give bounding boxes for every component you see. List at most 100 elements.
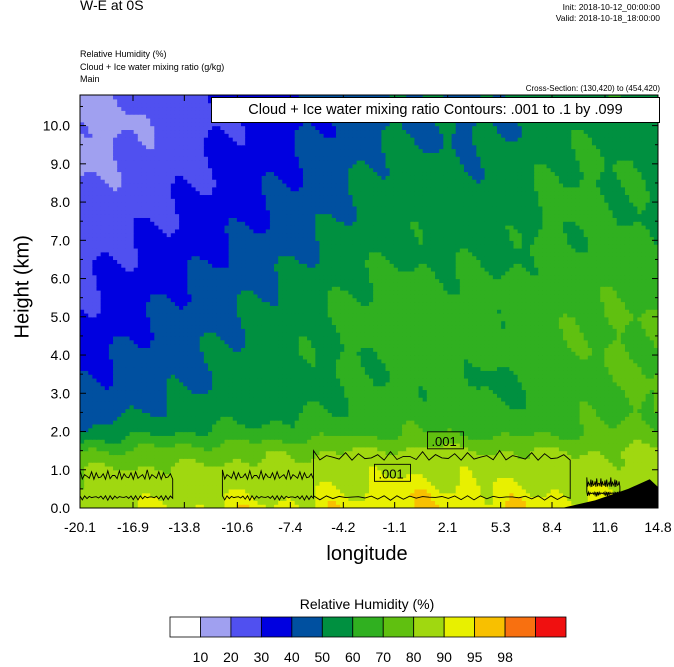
rh-cell xyxy=(385,404,391,410)
rh-cell xyxy=(249,462,254,467)
rh-cell xyxy=(327,504,333,508)
rh-cell xyxy=(191,504,197,508)
rh-cell xyxy=(596,423,601,429)
rh-cell xyxy=(496,404,502,410)
rh-cell xyxy=(583,462,589,467)
rh-cell xyxy=(207,412,213,417)
rh-cell xyxy=(104,400,110,406)
rh-cell xyxy=(426,427,432,433)
rh-cell xyxy=(162,492,168,498)
rh-cell xyxy=(348,485,354,490)
rh-cell xyxy=(212,381,217,387)
rh-cell xyxy=(133,431,139,436)
rh-cell xyxy=(199,462,205,467)
rh-cell xyxy=(166,431,172,436)
rh-cell xyxy=(488,385,494,391)
rh-cell xyxy=(579,454,585,459)
rh-cell xyxy=(377,385,382,391)
rh-cell xyxy=(307,500,312,505)
rh-cell xyxy=(575,492,581,498)
rh-cell xyxy=(406,423,411,429)
rh-cell xyxy=(224,496,230,501)
rh-cell xyxy=(637,469,643,475)
rh-cell xyxy=(203,393,209,398)
rh-cell xyxy=(496,450,502,456)
rh-cell xyxy=(146,442,151,448)
rh-cell xyxy=(389,377,395,383)
rh-cell xyxy=(583,389,589,394)
rh-cell xyxy=(183,370,188,375)
rh-cell xyxy=(480,442,486,448)
rh-cell xyxy=(286,393,292,398)
rh-cell xyxy=(418,404,424,410)
rh-cell xyxy=(236,458,242,463)
rh-cell xyxy=(443,465,449,471)
rh-cell xyxy=(236,481,242,486)
rh-cell xyxy=(282,423,288,429)
rh-cell xyxy=(542,408,548,413)
rh-cell xyxy=(282,442,288,448)
rh-cell xyxy=(133,412,139,417)
rh-cell xyxy=(439,423,444,429)
rh-cell xyxy=(620,442,626,448)
rh-cell xyxy=(550,427,556,433)
rh-cell xyxy=(137,427,143,433)
rh-cell xyxy=(290,450,296,456)
rh-cell xyxy=(307,412,312,417)
rh-cell xyxy=(327,500,333,505)
rh-cell xyxy=(125,370,131,375)
rh-cell xyxy=(496,416,502,421)
rh-cell xyxy=(439,370,444,375)
rh-cell xyxy=(302,454,308,459)
rh-cell xyxy=(393,469,399,475)
rh-cell xyxy=(286,446,292,452)
rh-cell xyxy=(241,442,246,448)
rh-cell xyxy=(108,427,114,433)
rh-cell xyxy=(96,492,102,498)
rh-cell xyxy=(653,465,658,471)
rh-cell xyxy=(80,496,85,501)
rh-cell xyxy=(92,416,98,421)
rh-cell xyxy=(596,462,601,467)
rh-cell xyxy=(298,423,304,429)
rh-cell xyxy=(612,462,618,467)
rh-cell xyxy=(315,488,321,494)
rh-cell xyxy=(191,381,197,387)
rh-cell xyxy=(381,435,387,440)
rh-cell xyxy=(265,370,271,375)
rh-cell xyxy=(278,431,283,436)
rh-cell xyxy=(170,450,176,456)
rh-cell xyxy=(331,404,337,410)
rh-cell xyxy=(554,381,560,387)
rh-cell xyxy=(174,393,180,398)
rh-cell xyxy=(418,496,424,501)
rh-cell xyxy=(563,485,568,490)
rh-cell xyxy=(505,492,510,498)
rh-cell xyxy=(286,442,292,448)
rh-cell xyxy=(335,374,341,379)
rh-cell xyxy=(501,393,506,398)
rh-cell xyxy=(377,389,382,394)
rh-cell xyxy=(369,385,374,391)
rh-cell xyxy=(92,423,98,429)
rh-cell xyxy=(406,377,411,383)
rh-cell xyxy=(538,377,543,383)
rh-cell xyxy=(410,370,416,375)
rh-cell xyxy=(179,442,184,448)
rh-cell xyxy=(492,439,498,444)
rh-cell xyxy=(563,458,568,463)
rh-cell xyxy=(596,458,601,463)
rh-cell xyxy=(542,496,548,501)
rh-cell xyxy=(331,420,337,425)
rh-cell xyxy=(517,500,523,505)
rh-cell xyxy=(187,385,193,391)
rh-cell xyxy=(385,377,391,383)
rh-cell xyxy=(265,488,271,494)
rh-cell xyxy=(340,397,345,402)
rh-cell xyxy=(534,427,539,433)
rh-cell xyxy=(183,400,188,406)
rh-cell xyxy=(278,446,283,452)
rh-cell xyxy=(459,385,465,391)
rh-cell xyxy=(174,404,180,410)
rh-cell xyxy=(302,477,308,482)
